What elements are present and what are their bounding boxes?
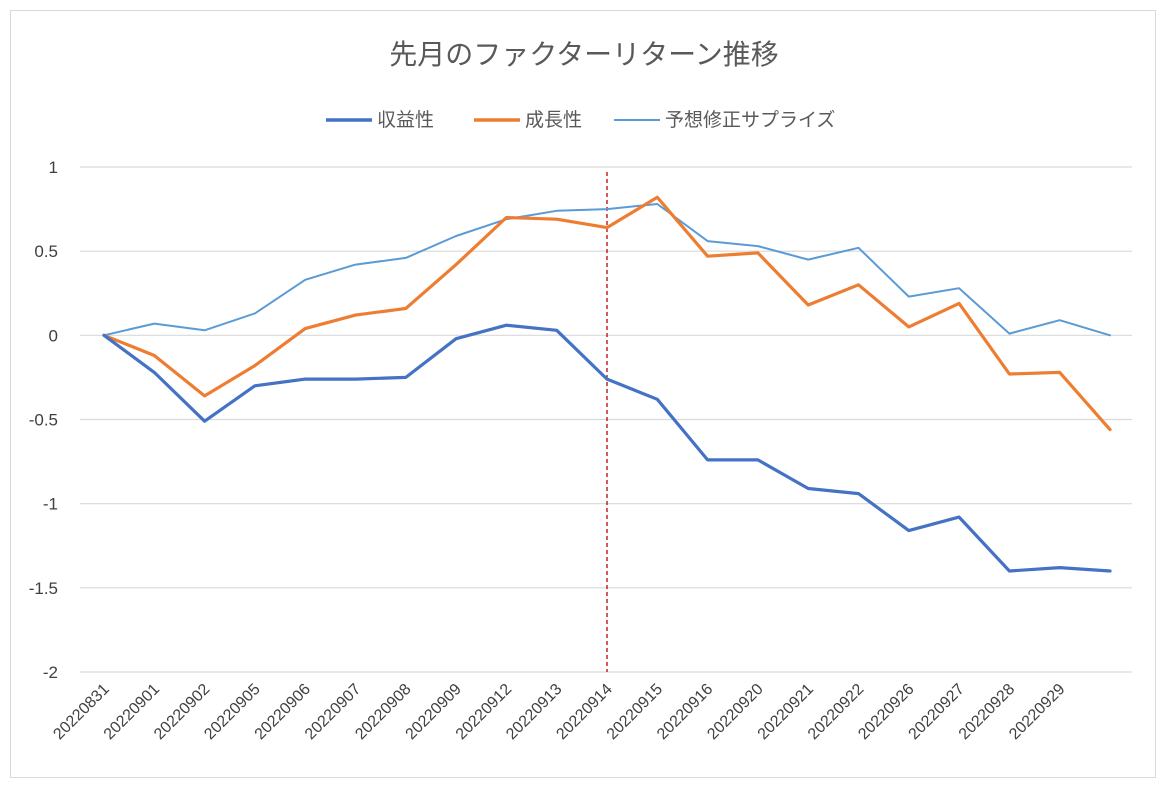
legend: 収益性 成長性 予想修正サプライズ [326,109,835,131]
legend-label-0: 収益性 [377,109,434,131]
y-tick-label: 1 [49,158,58,177]
y-tick-label: -1 [43,495,58,514]
x-axis-ticks: 2022083120220901202209022022090520220906… [50,681,1068,743]
y-tick-label: -2 [43,663,58,682]
gridlines [80,166,1132,673]
series-line-0 [102,323,1112,573]
chart-title: 先月のファクターリターン推移 [389,38,778,71]
y-tick-label: 0 [49,326,58,345]
series-lines [102,195,1112,573]
y-axis-ticks: 1 0.5 0 -0.5 -1 -1.5 -2 [29,158,58,682]
x-tick-label: 20220929 [1006,681,1068,743]
legend-label-2: 予想修正サプライズ [665,109,835,131]
y-tick-label: -0.5 [29,411,58,430]
y-tick-label: -1.5 [29,579,58,598]
legend-label-1: 成長性 [525,109,582,131]
series-line-2 [103,203,1111,337]
y-tick-label: 0.5 [34,242,58,261]
series-line-1 [102,195,1112,432]
